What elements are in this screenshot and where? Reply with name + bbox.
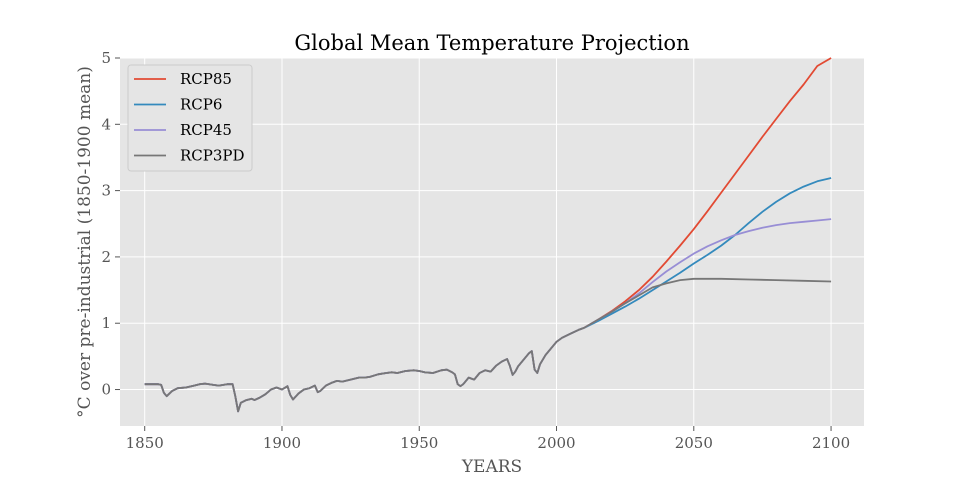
- x-tick-label: 2000: [537, 434, 575, 452]
- y-axis-ticks: 0 1 2 3 4 5: [101, 49, 120, 399]
- y-tick-label: 2: [101, 248, 111, 266]
- x-axis-ticks: 1850 1900 1950 2000 2050 2100: [126, 426, 850, 452]
- legend-label-rcp85: RCP85: [180, 70, 232, 88]
- legend-box: [127, 64, 253, 172]
- legend: RCP85 RCP6 RCP45 RCP3PD: [127, 64, 253, 172]
- y-tick-label: 3: [101, 182, 111, 200]
- legend-label-rcp6: RCP6: [180, 96, 222, 114]
- series-line-rcp3pd: [144, 277, 832, 413]
- y-axis-label: °C over pre-industrial (1850-1900 mean): [75, 66, 95, 418]
- chart-title: Global Mean Temperature Projection: [294, 31, 689, 55]
- x-axis-label: YEARS: [461, 457, 522, 477]
- y-tick-label: 4: [101, 115, 111, 133]
- x-tick-label: 1900: [263, 434, 301, 452]
- legend-label-rcp3pd: RCP3PD: [180, 147, 245, 165]
- y-tick-label: 5: [101, 49, 111, 67]
- legend-label-rcp45: RCP45: [180, 121, 232, 139]
- grid-lines: [120, 57, 864, 426]
- x-tick-label: 2050: [675, 434, 713, 452]
- x-tick-label: 2100: [812, 434, 850, 452]
- y-tick-label: 1: [101, 314, 111, 332]
- x-tick-label: 1850: [126, 434, 164, 452]
- x-tick-label: 1950: [400, 434, 438, 452]
- y-tick-label: 0: [101, 381, 111, 399]
- series-lines: [144, 57, 832, 413]
